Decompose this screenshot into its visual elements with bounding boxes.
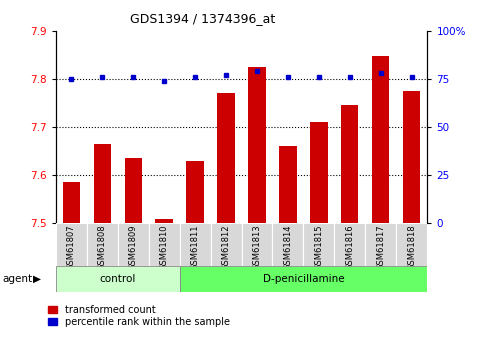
Text: GSM61814: GSM61814 [284,225,293,270]
Bar [94,144,111,223]
FancyBboxPatch shape [366,223,397,266]
FancyBboxPatch shape [272,223,303,266]
FancyBboxPatch shape [303,223,334,266]
FancyBboxPatch shape [86,223,117,266]
FancyBboxPatch shape [56,266,180,292]
Bar [311,122,327,223]
Legend: transformed count, percentile rank within the sample: transformed count, percentile rank withi… [48,305,230,327]
Bar [372,56,389,223]
FancyBboxPatch shape [397,223,427,266]
Bar [248,67,266,223]
FancyBboxPatch shape [242,223,272,266]
Text: agent: agent [2,274,32,284]
Text: GSM61817: GSM61817 [376,225,385,270]
Text: GSM61818: GSM61818 [408,225,416,270]
FancyBboxPatch shape [334,223,366,266]
FancyBboxPatch shape [211,223,242,266]
Text: GDS1394 / 1374396_at: GDS1394 / 1374396_at [130,12,275,25]
Text: GSM61808: GSM61808 [98,225,107,270]
Text: GSM61810: GSM61810 [159,225,169,270]
Bar [156,219,172,223]
Text: control: control [99,274,136,284]
Text: GSM61813: GSM61813 [253,225,261,270]
Bar [62,182,80,223]
Text: GSM61811: GSM61811 [190,225,199,270]
Text: ▶: ▶ [33,274,41,284]
Text: GSM61812: GSM61812 [222,225,230,270]
Bar [186,161,203,223]
Text: D-penicillamine: D-penicillamine [263,274,344,284]
FancyBboxPatch shape [180,266,427,292]
Bar [217,93,235,223]
FancyBboxPatch shape [117,223,149,266]
FancyBboxPatch shape [149,223,180,266]
Text: GSM61816: GSM61816 [345,225,355,270]
Bar [280,146,297,223]
Bar [125,158,142,223]
FancyBboxPatch shape [56,223,86,266]
Text: GSM61815: GSM61815 [314,225,324,270]
Text: GSM61807: GSM61807 [67,225,75,270]
Bar [341,105,358,223]
Bar [403,91,421,223]
FancyBboxPatch shape [180,223,211,266]
Text: GSM61809: GSM61809 [128,225,138,270]
